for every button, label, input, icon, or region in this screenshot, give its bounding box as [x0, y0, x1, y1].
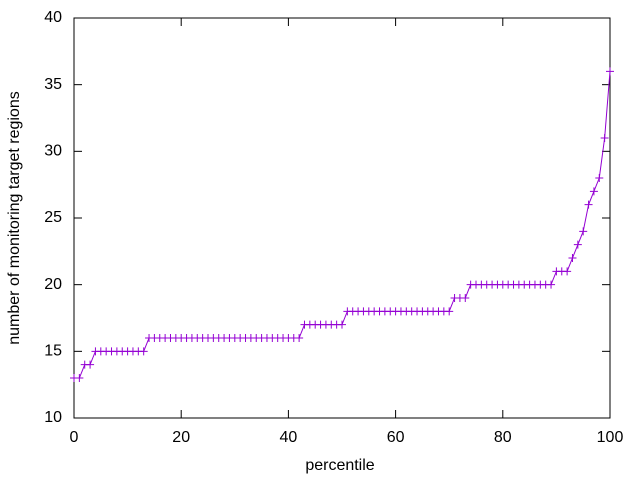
point-marker — [600, 134, 609, 142]
y-tick-label: 40 — [44, 9, 62, 26]
point-marker — [338, 320, 346, 329]
point-marker — [573, 240, 582, 249]
point-marker — [461, 294, 470, 302]
y-tick-label: 35 — [44, 76, 62, 93]
y-tick-label: 30 — [44, 143, 62, 160]
series-line — [74, 71, 611, 379]
y-tick-label: 25 — [44, 209, 62, 226]
point-marker — [86, 360, 95, 369]
x-axis-label: percentile — [305, 457, 374, 474]
point-marker — [579, 227, 588, 236]
x-tick-label: 80 — [494, 429, 512, 446]
y-tick-label: 10 — [44, 409, 62, 426]
x-tick-label: 60 — [387, 429, 405, 446]
point-marker — [584, 200, 593, 209]
x-tick-label: 100 — [597, 429, 624, 446]
plot-frame — [73, 17, 611, 419]
x-tick-label: 0 — [70, 429, 79, 446]
y-tick-label: 15 — [44, 343, 62, 360]
y-axis-label: number of monitoring target regions — [6, 91, 23, 344]
x-tick-label: 40 — [280, 429, 298, 446]
point-marker — [139, 347, 148, 356]
point-marker — [547, 280, 556, 289]
point-marker — [595, 174, 604, 182]
point-marker — [568, 254, 577, 262]
point-marker — [445, 307, 454, 316]
point-marker — [589, 187, 598, 196]
y-tick-label: 20 — [44, 276, 62, 293]
point-marker — [606, 67, 614, 76]
point-marker — [295, 334, 304, 342]
point-marker — [563, 267, 572, 276]
x-tick-label: 20 — [172, 429, 190, 446]
point-marker — [75, 374, 84, 382]
